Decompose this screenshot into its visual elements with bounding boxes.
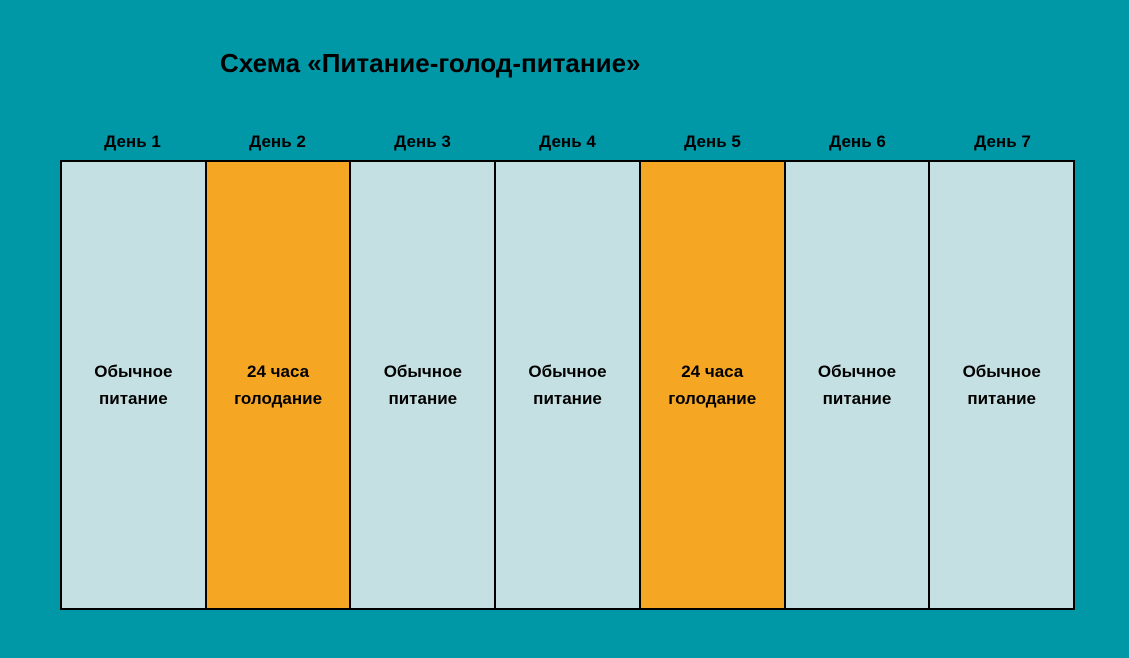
day-column: Обычноепитание bbox=[62, 162, 207, 608]
column-label-line1: 24 часа bbox=[681, 358, 743, 385]
column-header: День 4 bbox=[495, 132, 640, 152]
column-label-line2: питание bbox=[388, 385, 457, 412]
column-label-line2: питание bbox=[533, 385, 602, 412]
column-label-line1: Обычное bbox=[94, 358, 172, 385]
chart-title: Схема «Питание-голод-питание» bbox=[220, 48, 641, 79]
column-body: Обычноепитание24 часаголоданиеОбычноепит… bbox=[60, 160, 1075, 610]
column-header: День 6 bbox=[785, 132, 930, 152]
column-label-line1: Обычное bbox=[528, 358, 606, 385]
column-label-line2: голодание bbox=[668, 385, 756, 412]
column-label-line1: Обычное bbox=[818, 358, 896, 385]
column-label-line1: 24 часа bbox=[247, 358, 309, 385]
column-header: День 2 bbox=[205, 132, 350, 152]
column-label-line1: Обычное bbox=[384, 358, 462, 385]
column-label-line2: питание bbox=[823, 385, 892, 412]
chart-container: День 1День 2День 3День 4День 5День 6День… bbox=[60, 132, 1075, 610]
column-header: День 3 bbox=[350, 132, 495, 152]
day-column: 24 часаголодание bbox=[641, 162, 786, 608]
day-column: Обычноепитание bbox=[786, 162, 931, 608]
day-column: 24 часаголодание bbox=[207, 162, 352, 608]
column-headers: День 1День 2День 3День 4День 5День 6День… bbox=[60, 132, 1075, 152]
column-label-line2: питание bbox=[99, 385, 168, 412]
day-column: Обычноепитание bbox=[930, 162, 1073, 608]
day-column: Обычноепитание bbox=[496, 162, 641, 608]
column-header: День 7 bbox=[930, 132, 1075, 152]
day-column: Обычноепитание bbox=[351, 162, 496, 608]
column-header: День 1 bbox=[60, 132, 205, 152]
column-label-line2: голодание bbox=[234, 385, 322, 412]
column-header: День 5 bbox=[640, 132, 785, 152]
column-label-line1: Обычное bbox=[963, 358, 1041, 385]
column-label-line2: питание bbox=[967, 385, 1036, 412]
